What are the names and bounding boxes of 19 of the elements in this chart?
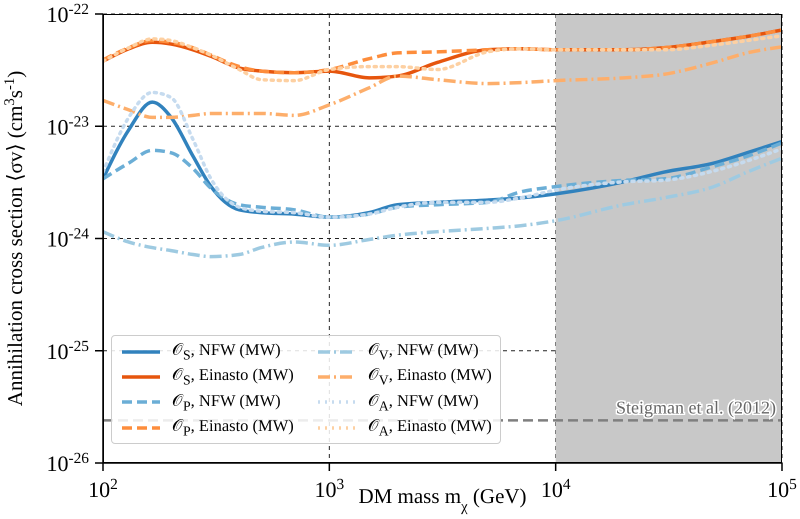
y-tick-label: 10$^{-26}$	[46, 450, 90, 476]
legend-label: 𝒪$_{S}$, Einasto (MW)	[172, 365, 294, 389]
legend-label: 𝒪$_{A}$, NFW (MW)	[368, 390, 479, 414]
legend-label: 𝒪$_{S}$, NFW (MW)	[172, 340, 281, 364]
x-axis-title: DM mass m$_{χ}$ (GeV)	[358, 484, 527, 515]
x-tick-label: 10$^{2}$	[88, 476, 118, 502]
y-tick-label: 10$^{-23}$	[46, 112, 90, 140]
y-tick-label: 10$^{-25}$	[46, 337, 90, 364]
y-tick-label: 10$^{-24}$	[46, 225, 90, 252]
legend-label: 𝒪$_{V}$, Einasto (MW)	[368, 365, 492, 389]
legend-label: 𝒪$_{P}$, Einasto (MW)	[172, 416, 294, 440]
y-tick-label: 10$^{-22}$	[46, 0, 89, 27]
ref-line-label: Steigman et al. (2012)	[616, 397, 776, 418]
legend-label: 𝒪$_{A}$, Einasto (MW)	[368, 416, 492, 440]
x-tick-label: 10$^{4}$	[540, 476, 571, 502]
x-tick-label: 10$^{3}$	[314, 476, 344, 502]
legend-label: 𝒪$_{V}$, NFW (MW)	[368, 340, 479, 364]
x-tick-label: 10$^{5}$	[767, 476, 798, 502]
legend-label: 𝒪$_{P}$, NFW (MW)	[172, 390, 281, 414]
